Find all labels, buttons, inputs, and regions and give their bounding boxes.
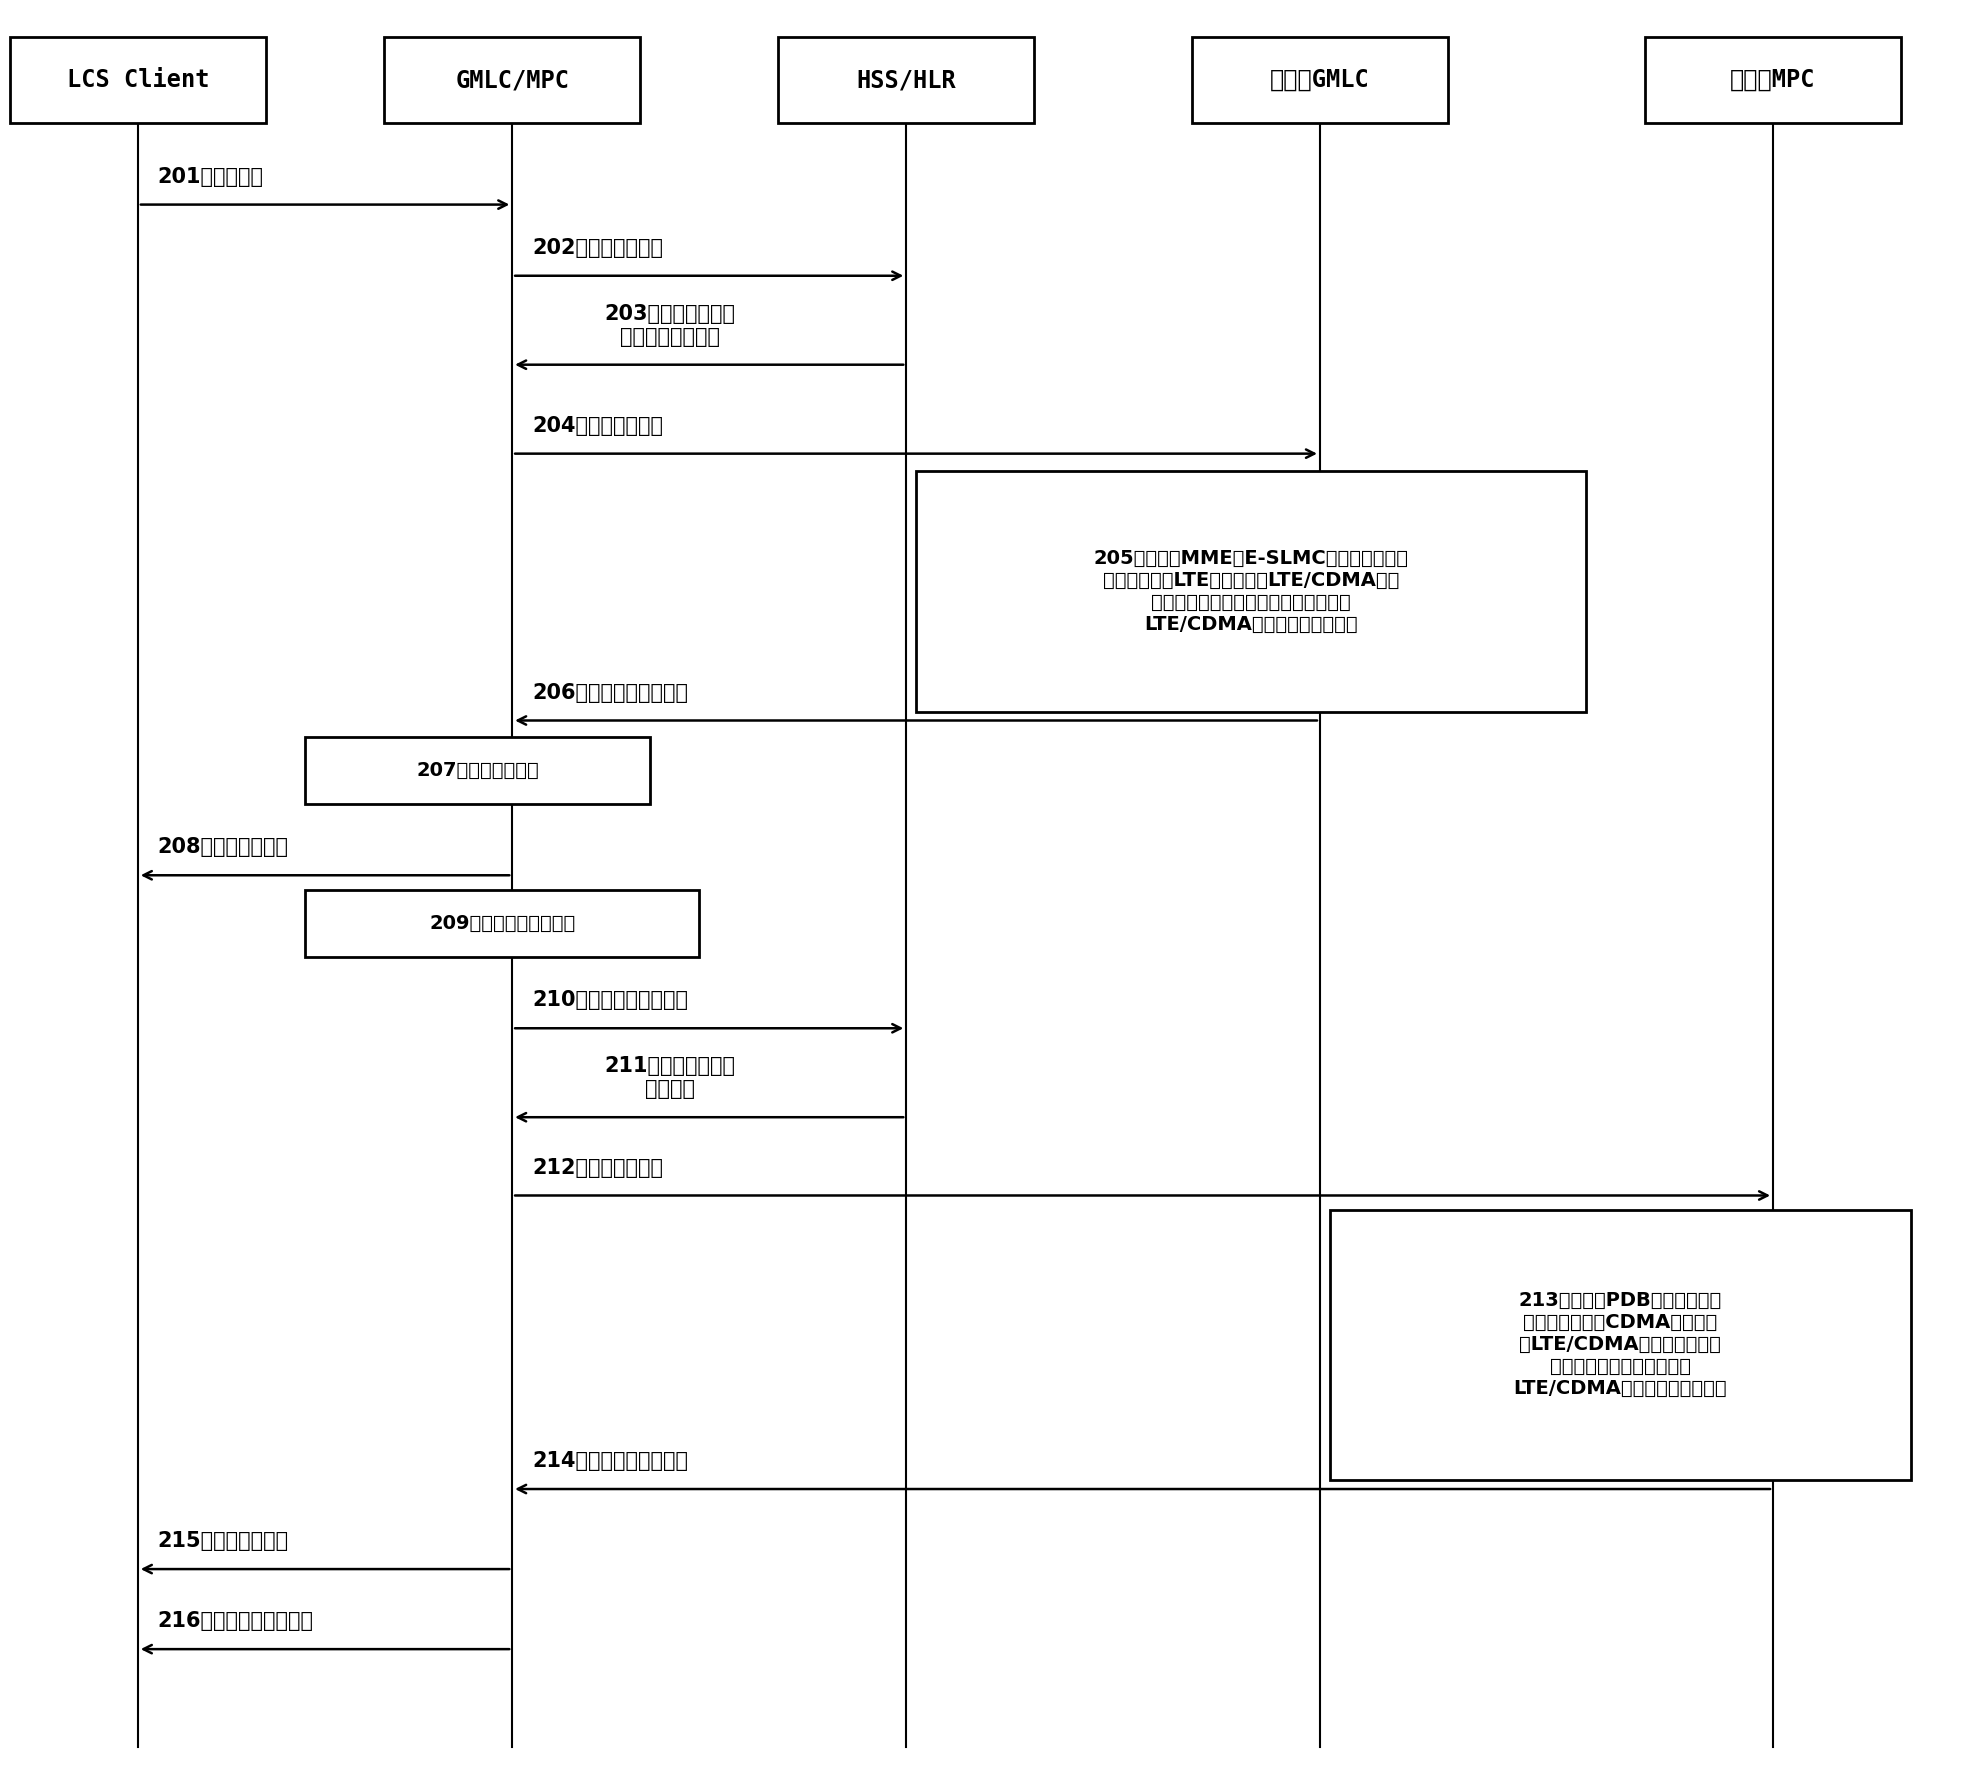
Text: 209，定位失败通知消息: 209，定位失败通知消息 bbox=[429, 914, 575, 932]
Text: LCS Client: LCS Client bbox=[67, 68, 209, 93]
Bar bbox=[778, 37, 1034, 123]
Text: 206，定位业务响应消息: 206，定位业务响应消息 bbox=[532, 683, 688, 703]
Text: 205，与相应MME、E-SLMC进行交互，发起
基于控制面的LTE定位流程对LTE/CDMA双模
终端进行定位，并在定位成功时，得到
LTE/CDMA双模终端: 205，与相应MME、E-SLMC进行交互，发起 基于控制面的LTE定位流程对L… bbox=[1093, 550, 1409, 633]
Text: 214，定位业务响应消息: 214，定位业务响应消息 bbox=[532, 1452, 688, 1471]
Text: 211，第二定位业务
路由信息: 211，第二定位业务 路由信息 bbox=[605, 1057, 735, 1099]
Bar bbox=[1330, 1210, 1911, 1480]
Text: 210，第二路由请求消息: 210，第二路由请求消息 bbox=[532, 991, 688, 1010]
Text: 202，路由请求消息: 202，路由请求消息 bbox=[532, 238, 662, 258]
Bar bbox=[10, 37, 266, 123]
Bar bbox=[1192, 37, 1448, 123]
Bar bbox=[916, 471, 1586, 712]
Text: 201，定位请求: 201，定位请求 bbox=[158, 167, 264, 187]
Bar bbox=[305, 737, 650, 804]
Text: GMLC/MPC: GMLC/MPC bbox=[455, 68, 569, 93]
Text: 203，优先返回第一
定位业务路由信息: 203，优先返回第一 定位业务路由信息 bbox=[605, 304, 735, 347]
Text: 拜访地GMLC: 拜访地GMLC bbox=[1271, 68, 1369, 93]
Text: 212，定位业务请求: 212，定位业务请求 bbox=[532, 1158, 662, 1178]
Text: 215，定位结果消息: 215，定位结果消息 bbox=[158, 1532, 290, 1551]
Bar bbox=[1645, 37, 1901, 123]
Text: 216，定位失败通知消息: 216，定位失败通知消息 bbox=[158, 1612, 313, 1631]
Text: HSS/HLR: HSS/HLR bbox=[857, 68, 955, 93]
Bar bbox=[384, 37, 640, 123]
Text: 204，定位业务请求: 204，定位业务请求 bbox=[532, 416, 662, 436]
Bar bbox=[305, 890, 699, 957]
Text: 拜访地MPC: 拜访地MPC bbox=[1730, 68, 1816, 93]
Text: 213，与相应PDB进行交互，发
起基于用户面的CDMA定位流程
对LTE/CDMA双模终端进行定
位，并在定位成功时，得到
LTE/CDMA双模终端的定位结果: 213，与相应PDB进行交互，发 起基于用户面的CDMA定位流程 对LTE/CD… bbox=[1513, 1292, 1728, 1398]
Text: 207，是否定位成功: 207，是否定位成功 bbox=[416, 761, 540, 779]
Text: 208，定位结果消息: 208，定位结果消息 bbox=[158, 838, 288, 857]
